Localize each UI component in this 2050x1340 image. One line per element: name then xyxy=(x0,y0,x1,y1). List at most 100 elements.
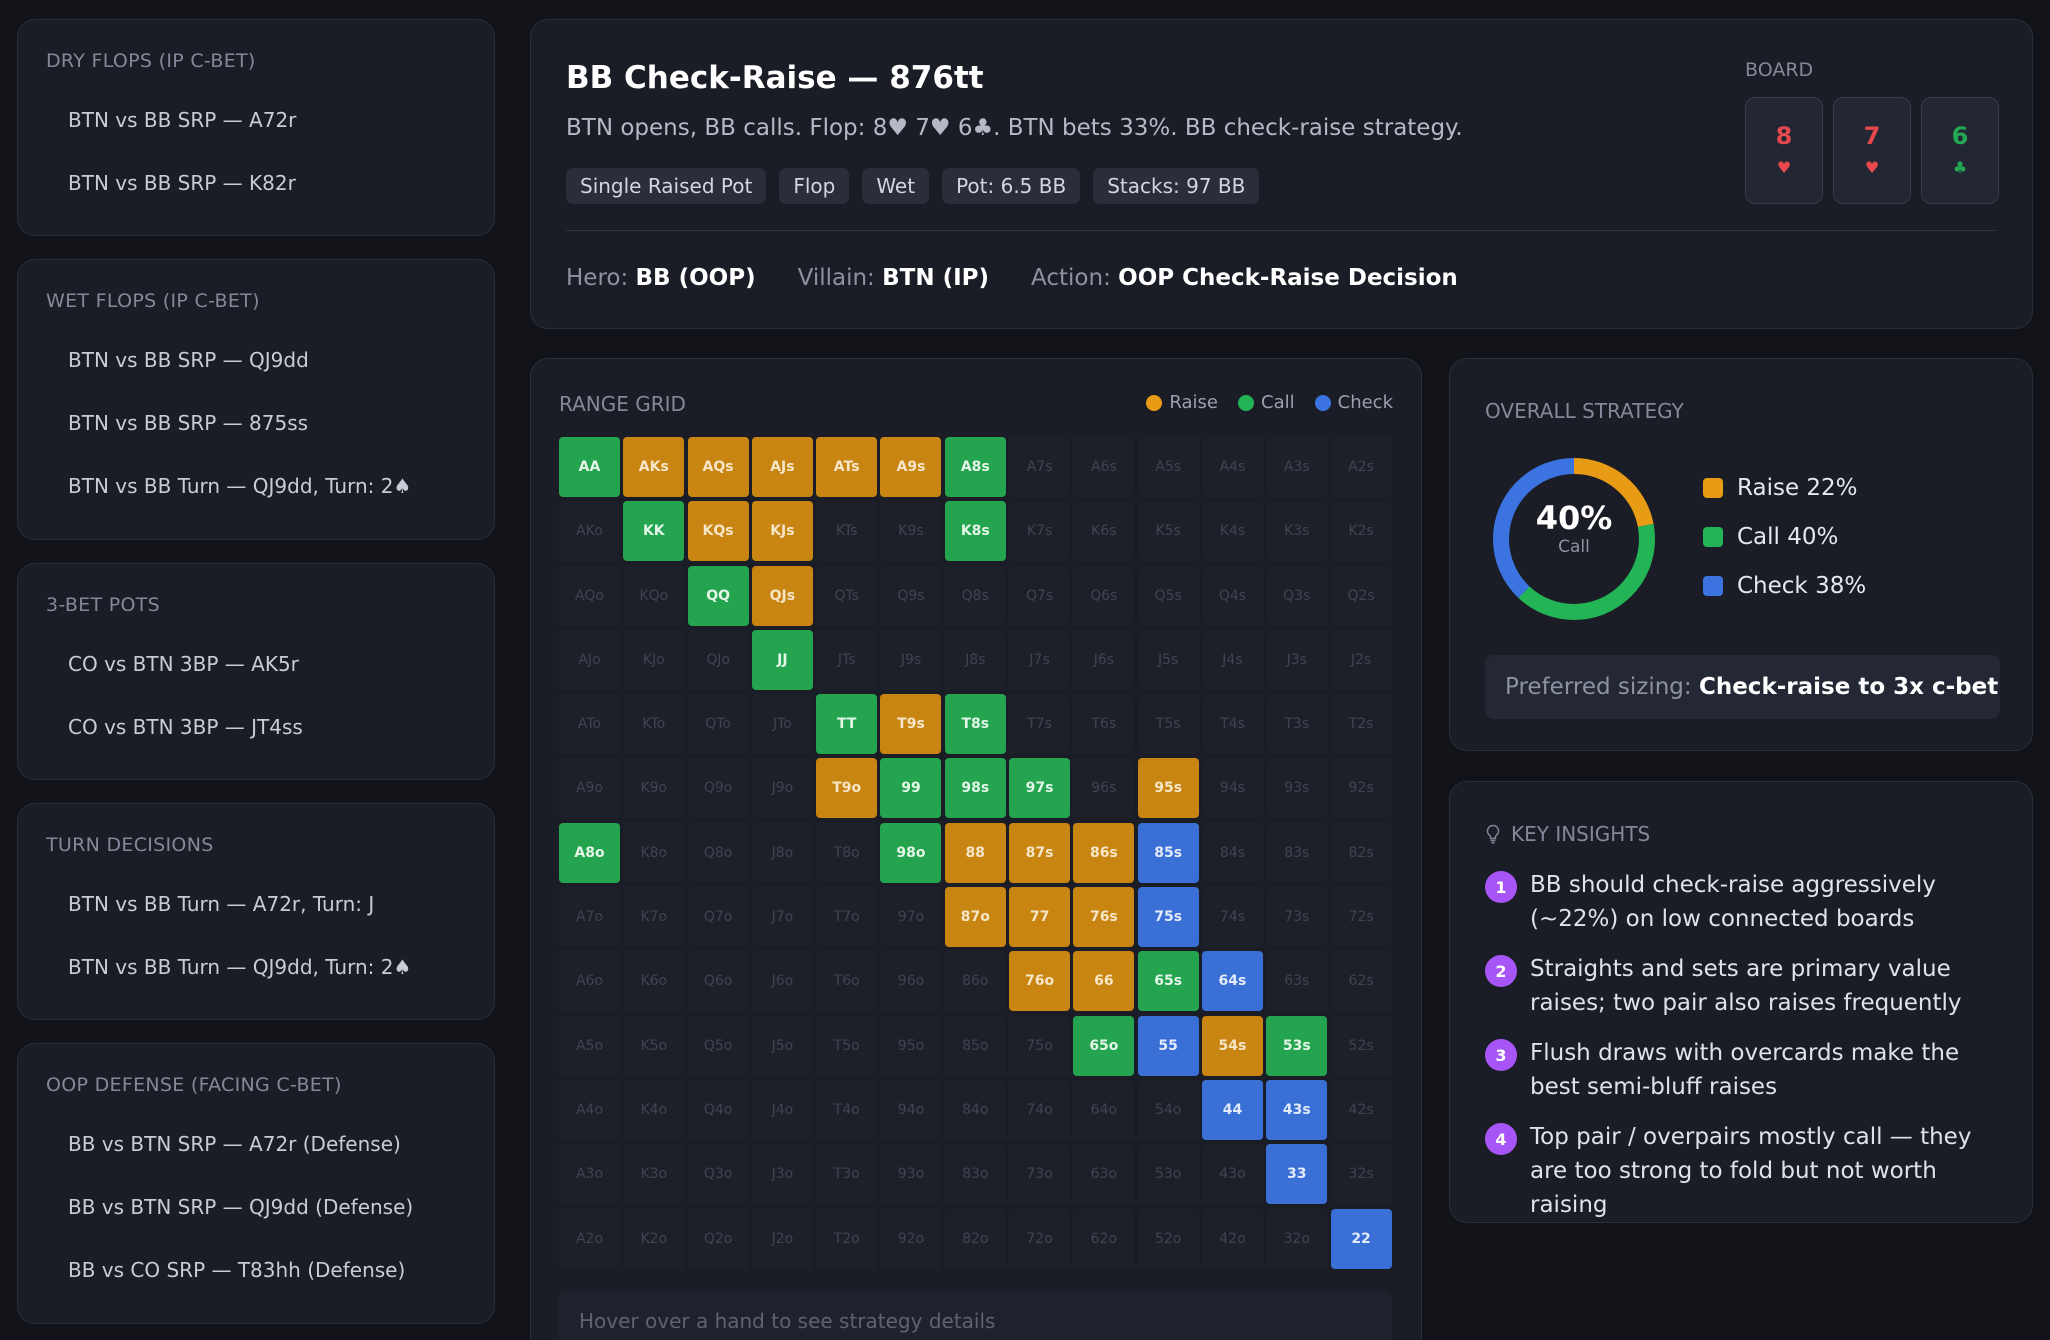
hand-cell-52s[interactable]: 52s xyxy=(1330,1015,1392,1076)
hand-cell-T9o[interactable]: T9o xyxy=(816,758,878,819)
hand-cell-Q3s[interactable]: Q3s xyxy=(1266,565,1328,626)
hand-cell-62o[interactable]: 62o xyxy=(1073,1208,1135,1269)
hand-cell-65o[interactable]: 65o xyxy=(1073,1015,1135,1076)
hand-cell-ATo[interactable]: ATo xyxy=(559,694,620,755)
hand-cell-Q7s[interactable]: Q7s xyxy=(1009,565,1071,626)
hand-cell-QTs[interactable]: QTs xyxy=(816,565,878,626)
hand-cell-43s[interactable]: 43s xyxy=(1266,1079,1328,1140)
hand-cell-97o[interactable]: 97o xyxy=(880,887,942,948)
hand-cell-84o[interactable]: 84o xyxy=(944,1079,1006,1140)
hand-cell-K7o[interactable]: K7o xyxy=(623,887,685,948)
hand-cell-44[interactable]: 44 xyxy=(1201,1079,1263,1140)
hand-cell-K6o[interactable]: K6o xyxy=(623,951,685,1012)
hand-cell-A4s[interactable]: A4s xyxy=(1201,437,1263,497)
hand-cell-62s[interactable]: 62s xyxy=(1330,951,1392,1012)
hand-cell-K5o[interactable]: K5o xyxy=(623,1015,685,1076)
hand-cell-QTo[interactable]: QTo xyxy=(687,694,749,755)
sidebar-item-t83hh-defense[interactable]: BB vs CO SRP — T83hh (Defense) xyxy=(68,1258,406,1282)
hand-cell-83s[interactable]: 83s xyxy=(1266,822,1328,883)
hand-cell-Q3o[interactable]: Q3o xyxy=(687,1144,749,1205)
hand-cell-94s[interactable]: 94s xyxy=(1201,758,1263,819)
hand-cell-JJ[interactable]: JJ xyxy=(751,629,813,690)
hand-cell-86s[interactable]: 86s xyxy=(1073,822,1135,883)
hand-cell-32o[interactable]: 32o xyxy=(1266,1208,1328,1269)
sidebar-item-qj9dd-defense[interactable]: BB vs BTN SRP — QJ9dd (Defense) xyxy=(68,1195,414,1219)
hand-cell-T6o[interactable]: T6o xyxy=(816,951,878,1012)
hand-cell-T2o[interactable]: T2o xyxy=(816,1208,878,1269)
hand-cell-KQo[interactable]: KQo xyxy=(623,565,685,626)
hand-cell-76o[interactable]: 76o xyxy=(1009,951,1071,1012)
hand-cell-A7s[interactable]: A7s xyxy=(1009,437,1071,497)
hand-cell-77[interactable]: 77 xyxy=(1009,887,1071,948)
hand-cell-J7o[interactable]: J7o xyxy=(751,887,813,948)
hand-cell-73o[interactable]: 73o xyxy=(1009,1144,1071,1205)
hand-cell-Q6o[interactable]: Q6o xyxy=(687,951,749,1012)
hand-cell-92o[interactable]: 92o xyxy=(880,1208,942,1269)
hand-cell-KTo[interactable]: KTo xyxy=(623,694,685,755)
hand-cell-99[interactable]: 99 xyxy=(880,758,942,819)
hand-cell-KTs[interactable]: KTs xyxy=(816,501,878,562)
hand-cell-T4o[interactable]: T4o xyxy=(816,1079,878,1140)
hand-cell-J2s[interactable]: J2s xyxy=(1330,629,1392,690)
hand-cell-55[interactable]: 55 xyxy=(1137,1015,1199,1076)
hand-cell-AQo[interactable]: AQo xyxy=(559,565,620,626)
hand-cell-93o[interactable]: 93o xyxy=(880,1144,942,1205)
sidebar-item-jt4ss[interactable]: CO vs BTN 3BP — JT4ss xyxy=(68,715,303,739)
hand-cell-AJo[interactable]: AJo xyxy=(559,629,620,690)
hand-cell-A2s[interactable]: A2s xyxy=(1330,437,1392,497)
hand-cell-74o[interactable]: 74o xyxy=(1009,1079,1071,1140)
hand-cell-73s[interactable]: 73s xyxy=(1266,887,1328,948)
sidebar-item-a72r-defense[interactable]: BB vs BTN SRP — A72r (Defense) xyxy=(68,1132,401,1156)
hand-cell-22[interactable]: 22 xyxy=(1330,1208,1392,1269)
hand-cell-K8s[interactable]: K8s xyxy=(944,501,1006,562)
hand-cell-A8o[interactable]: A8o xyxy=(559,822,620,883)
hand-cell-AKo[interactable]: AKo xyxy=(559,501,620,562)
hand-cell-63s[interactable]: 63s xyxy=(1266,951,1328,1012)
hand-cell-A2o[interactable]: A2o xyxy=(559,1208,620,1269)
hand-cell-K7s[interactable]: K7s xyxy=(1009,501,1071,562)
hand-cell-QJo[interactable]: QJo xyxy=(687,629,749,690)
hand-cell-72o[interactable]: 72o xyxy=(1009,1208,1071,1269)
hand-cell-T5o[interactable]: T5o xyxy=(816,1015,878,1076)
hand-cell-AQs[interactable]: AQs xyxy=(687,437,749,497)
hand-cell-86o[interactable]: 86o xyxy=(944,951,1006,1012)
hand-cell-A9o[interactable]: A9o xyxy=(559,758,620,819)
hand-cell-93s[interactable]: 93s xyxy=(1266,758,1328,819)
hand-cell-96s[interactable]: 96s xyxy=(1073,758,1135,819)
hand-cell-J4o[interactable]: J4o xyxy=(751,1079,813,1140)
hand-cell-65s[interactable]: 65s xyxy=(1137,951,1199,1012)
sidebar-item-ak5r[interactable]: CO vs BTN 3BP — AK5r xyxy=(68,652,299,676)
hand-cell-A6s[interactable]: A6s xyxy=(1073,437,1135,497)
hand-cell-K3s[interactable]: K3s xyxy=(1266,501,1328,562)
hand-cell-Q9o[interactable]: Q9o xyxy=(687,758,749,819)
sidebar-item-a72r[interactable]: BTN vs BB SRP — A72r xyxy=(68,108,297,132)
hand-cell-85o[interactable]: 85o xyxy=(944,1015,1006,1076)
hand-cell-K9s[interactable]: K9s xyxy=(880,501,942,562)
hand-cell-54s[interactable]: 54s xyxy=(1201,1015,1263,1076)
hand-cell-TT[interactable]: TT xyxy=(816,694,878,755)
hand-cell-K3o[interactable]: K3o xyxy=(623,1144,685,1205)
hand-cell-43o[interactable]: 43o xyxy=(1201,1144,1263,1205)
hand-cell-T7s[interactable]: T7s xyxy=(1009,694,1071,755)
hand-cell-76s[interactable]: 76s xyxy=(1073,887,1135,948)
hand-cell-32s[interactable]: 32s xyxy=(1330,1144,1392,1205)
hand-cell-Q6s[interactable]: Q6s xyxy=(1073,565,1135,626)
hand-cell-K4o[interactable]: K4o xyxy=(623,1079,685,1140)
hand-cell-63o[interactable]: 63o xyxy=(1073,1144,1135,1205)
hand-cell-J3o[interactable]: J3o xyxy=(751,1144,813,1205)
hand-cell-Q2o[interactable]: Q2o xyxy=(687,1208,749,1269)
hand-cell-K4s[interactable]: K4s xyxy=(1201,501,1263,562)
sidebar-item-875ss[interactable]: BTN vs BB SRP — 875ss xyxy=(68,411,309,435)
hand-cell-K2s[interactable]: K2s xyxy=(1330,501,1392,562)
hand-cell-J6o[interactable]: J6o xyxy=(751,951,813,1012)
hand-cell-33[interactable]: 33 xyxy=(1266,1144,1328,1205)
hand-cell-82o[interactable]: 82o xyxy=(944,1208,1006,1269)
hand-cell-A4o[interactable]: A4o xyxy=(559,1079,620,1140)
hand-cell-QQ[interactable]: QQ xyxy=(687,565,749,626)
hand-cell-J9o[interactable]: J9o xyxy=(751,758,813,819)
hand-cell-J8o[interactable]: J8o xyxy=(751,822,813,883)
hand-cell-T4s[interactable]: T4s xyxy=(1201,694,1263,755)
hand-cell-84s[interactable]: 84s xyxy=(1201,822,1263,883)
hand-cell-A9s[interactable]: A9s xyxy=(880,437,942,497)
hand-cell-95s[interactable]: 95s xyxy=(1137,758,1199,819)
